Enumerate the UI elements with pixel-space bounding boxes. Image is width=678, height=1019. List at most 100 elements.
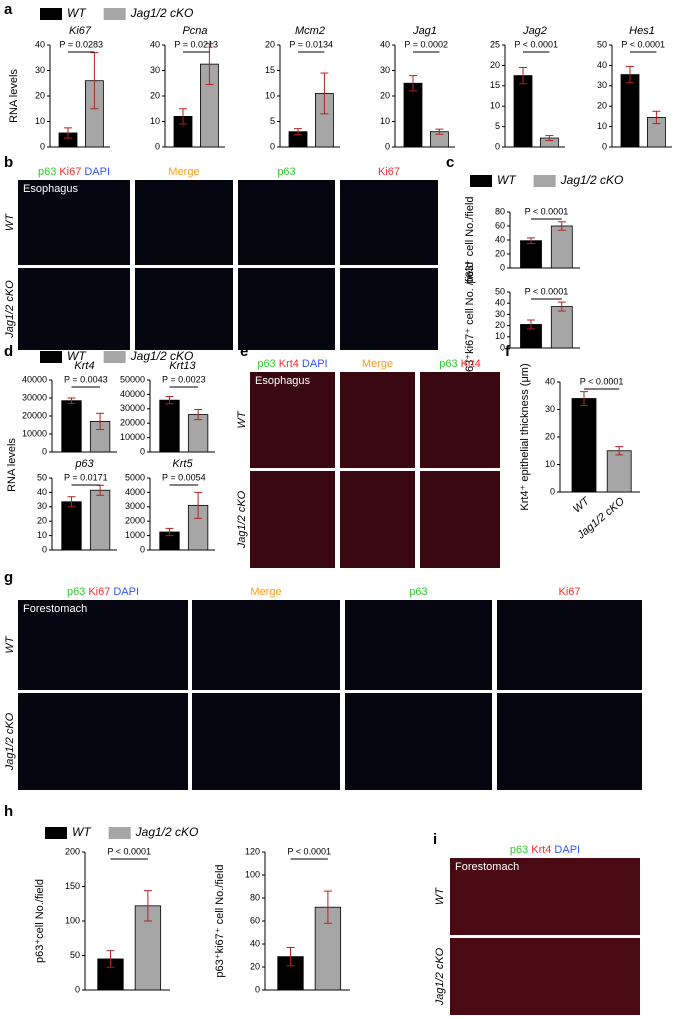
legend-swatch [40,351,62,363]
p-value: P = 0.0002 [404,39,448,49]
bar [61,501,82,551]
y-tick-label: 0 [155,141,160,151]
y-tick-label: 4000 [125,487,145,497]
y-tick-label: 200 [65,846,80,856]
micrograph-image [340,180,438,265]
channel-label: Ki67 [378,166,400,178]
bar [187,414,209,453]
micrograph-image [18,180,130,265]
tissue-label: Esophagus [255,375,311,387]
channel-label: p63 [409,586,427,598]
y-tick-label: 20 [545,431,555,441]
micrograph-image [250,372,335,468]
y-axis-label: p63⁺ki67⁺ cell No./field [214,864,226,977]
y-tick-label: 20 [490,60,500,70]
y-tick-label: 40 [495,234,505,244]
y-tick-label: 0 [500,342,505,352]
legend-swatch [108,827,131,839]
channel-label: Merge [168,166,199,178]
row-label: WT [434,887,446,905]
bar [520,240,542,269]
micrograph-image [420,471,500,568]
y-tick-label: 2000 [125,516,145,526]
y-tick-label: 80 [250,892,260,902]
y-tick-label: 150 [65,881,80,891]
p-value: P = 0.0171 [64,472,108,482]
channel-label: Merge [362,358,393,370]
channel-name: Krt4 [531,844,551,856]
y-tick-label: 30 [545,404,555,414]
y-tick-label: 20 [597,101,607,111]
row-label: Jag1/2 cKO [434,947,446,1006]
row-label: Jag1/2 cKO [4,280,16,339]
chart-title: Pcna [182,25,207,37]
legend-label: Jag1/2 cKO [130,6,194,20]
channel-name: p63 [67,586,85,598]
y-tick-label: 40000 [120,389,145,399]
micrograph-image [135,268,233,350]
p-value: P < 0.0001 [621,39,665,49]
channel-name: DAPI [84,166,110,178]
panel-label: f [505,343,511,360]
channel-label: p63 Krt4 DAPI [257,358,327,370]
tissue-label: Esophagus [23,183,79,195]
panel-label: b [4,154,13,171]
y-tick-label: 20 [380,90,390,100]
bar [89,489,111,551]
channel-label: Merge [250,586,281,598]
channel-name: p63 [38,166,56,178]
y-tick-label: 40000 [22,374,47,384]
micrograph-image [18,268,130,350]
y-tick-label: 0 [602,141,607,151]
y-tick-label: 25 [490,39,500,49]
legend-swatch [103,8,126,20]
legend-label: WT [72,825,92,839]
y-tick-label: 120 [245,846,260,856]
channel-name: Krt4 [279,358,299,370]
y-tick-label: 10 [265,90,275,100]
panel-label: d [4,343,13,360]
panel-label: c [446,154,454,171]
y-axis-label: RNA levels [8,69,20,123]
p-value: P < 0.0001 [287,846,331,856]
y-tick-label: 40 [545,376,555,386]
y-tick-label: 40 [150,39,160,49]
y-tick-label: 10 [545,459,555,469]
chart-title: Krt4 [74,360,94,372]
channel-name: Merge [168,166,199,178]
chart-title: p63 [74,458,94,470]
y-tick-label: 40 [597,60,607,70]
row-label: Jag1/2 cKO [236,490,248,549]
y-tick-label: 0 [255,984,260,994]
p-value: P = 0.0054 [162,472,206,482]
p-value: P < 0.0001 [580,376,624,386]
legend-swatch [103,351,126,363]
p-value: P < 0.0001 [525,286,569,296]
y-tick-label: 5 [270,116,275,126]
row-label: WT [4,635,16,653]
y-axis-label: Krt4⁺ epithelial thickness (μm) [519,363,531,510]
y-tick-label: 10000 [22,428,47,438]
chart-title: Krt5 [172,458,193,470]
legend-label: Jag1/2 cKO [135,825,199,839]
y-axis-label: p63⁺ cell No./field [464,196,476,283]
bar [571,398,597,493]
bar [550,306,573,349]
micrograph-image [450,938,640,1015]
y-tick-label: 30 [37,501,47,511]
channel-name: p63 [439,358,457,370]
channel-name: Ki67 [88,586,110,598]
channel-label: p63 Krt4 [439,358,481,370]
y-tick-label: 50 [495,286,505,296]
y-tick-label: 20000 [22,410,47,420]
y-tick-label: 0 [75,984,80,994]
channel-name: p63 [277,166,295,178]
row-label: Jag1/2 cKO [4,712,16,771]
y-tick-label: 20 [150,90,160,100]
row-label: WT [236,410,248,428]
legend-swatch [45,827,67,839]
y-tick-label: 60 [250,915,260,925]
p-value: P < 0.0001 [107,846,151,856]
micrograph-image [18,693,188,790]
